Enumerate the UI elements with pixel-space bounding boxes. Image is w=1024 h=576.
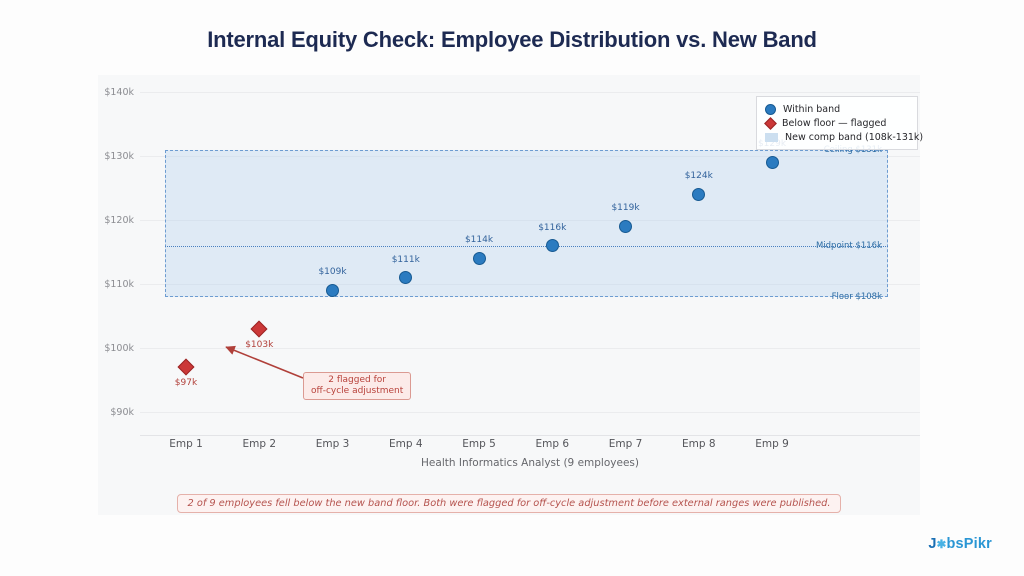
data-point-within-band — [326, 283, 339, 297]
gridline — [140, 412, 920, 413]
data-point-within-band — [472, 251, 486, 265]
chart-panel: $140k$130k$120k$110k$100k$90kCeiling $13… — [98, 75, 923, 515]
x-axis-title: Health Informatics Analyst (9 employees) — [421, 457, 639, 469]
gridline — [140, 220, 920, 221]
x-axis-tick-label: Emp 4 — [388, 438, 423, 450]
legend-item-below-floor: Below floor — flagged — [764, 116, 909, 130]
legend-label-within-band: Within band — [783, 103, 841, 115]
chart-legend: Within band Below floor — flagged New co… — [756, 96, 923, 150]
y-axis-tick-label: $140k — [104, 86, 134, 98]
data-point-label: $116k — [538, 222, 567, 233]
x-axis-tick-label: Emp 2 — [242, 438, 277, 450]
x-axis-tick-label: Emp 1 — [169, 438, 203, 450]
data-point-within-band — [619, 219, 632, 233]
y-axis-tick-label: $100k — [104, 342, 134, 354]
annotation-arrow-icon — [225, 345, 304, 379]
gridline — [140, 348, 920, 349]
data-point-label: $97k — [174, 378, 198, 389]
band-midpoint-line — [165, 245, 888, 247]
legend-item-comp-band: New comp band (108k-131k) — [765, 130, 923, 144]
x-axis-tick-label: Emp 6 — [535, 438, 570, 450]
data-point-label: $119k — [611, 203, 640, 214]
below-floor-marker-icon — [764, 116, 777, 130]
data-point-label: $111k — [391, 254, 420, 265]
annotation-line-2: off-cycle adjustment — [311, 386, 404, 396]
y-axis-tick-label: $130k — [104, 150, 134, 162]
data-point-label: $124k — [684, 171, 713, 182]
page-title: Internal Equity Check: Employee Distribu… — [207, 27, 817, 52]
x-axis-tick-label: Emp 9 — [755, 438, 789, 450]
data-point-within-band — [399, 271, 413, 285]
data-point-flagged — [177, 358, 195, 376]
y-axis-tick-label: $90k — [110, 406, 134, 418]
data-point-label: $109k — [318, 267, 347, 278]
data-point-label: $103k — [245, 339, 274, 350]
x-axis-tick-label: Emp 5 — [462, 438, 496, 450]
annotation-line-1: 2 flagged for — [328, 375, 386, 385]
flagged-annotation-box: 2 flagged for off-cycle adjustment — [303, 372, 412, 400]
data-point-within-band — [765, 155, 779, 169]
data-point-label: $114k — [464, 235, 494, 246]
comp-band-swatch-icon — [765, 132, 778, 142]
x-axis-tick-label: Emp 8 — [681, 438, 716, 450]
legend-label-comp-band: New comp band (108k-131k) — [785, 131, 924, 143]
gridline — [140, 284, 920, 285]
comp-band-region — [165, 149, 888, 297]
legend-item-within-band: Within band — [765, 102, 909, 116]
plot-area: $140k$130k$120k$110k$100k$90kCeiling $13… — [98, 75, 920, 515]
data-point-within-band — [692, 187, 706, 201]
band-floor-label: Floor $108k — [831, 291, 882, 302]
x-axis-tick-label: Emp 7 — [608, 438, 643, 450]
gridline — [140, 92, 920, 93]
gridline — [140, 156, 920, 157]
x-axis-line — [140, 435, 920, 436]
logo-letter-j: J — [928, 536, 937, 552]
logo-gear-icon: ✱ — [936, 539, 947, 551]
x-axis-tick-label: Emp 3 — [315, 438, 350, 450]
logo-text: bsPikr — [946, 536, 992, 552]
data-point-within-band — [545, 239, 559, 253]
band-midpoint-label: Midpoint $116k — [815, 240, 882, 251]
jobspikr-logo: J✱bsPikr — [928, 536, 992, 552]
within-band-marker-icon — [765, 103, 776, 115]
y-axis-tick-label: $110k — [104, 278, 134, 290]
legend-label-below-floor: Below floor — flagged — [782, 117, 887, 129]
chart-caption: 2 of 9 employees fell below the new band… — [176, 494, 842, 513]
y-axis-tick-label: $120k — [104, 214, 134, 226]
